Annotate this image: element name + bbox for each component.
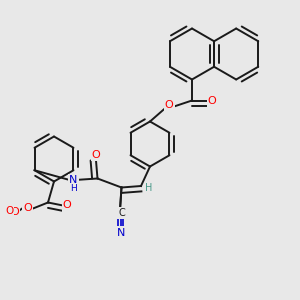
Text: O: O xyxy=(23,202,32,213)
Text: O: O xyxy=(92,150,100,160)
Text: H: H xyxy=(70,184,77,193)
Text: N: N xyxy=(69,175,78,185)
Text: O: O xyxy=(63,200,72,211)
Text: O: O xyxy=(10,206,19,217)
Text: C: C xyxy=(118,208,125,218)
Text: N: N xyxy=(117,227,126,238)
Text: H: H xyxy=(145,183,152,194)
Text: O: O xyxy=(208,95,217,106)
Text: O: O xyxy=(5,206,14,216)
Text: O: O xyxy=(165,100,174,110)
